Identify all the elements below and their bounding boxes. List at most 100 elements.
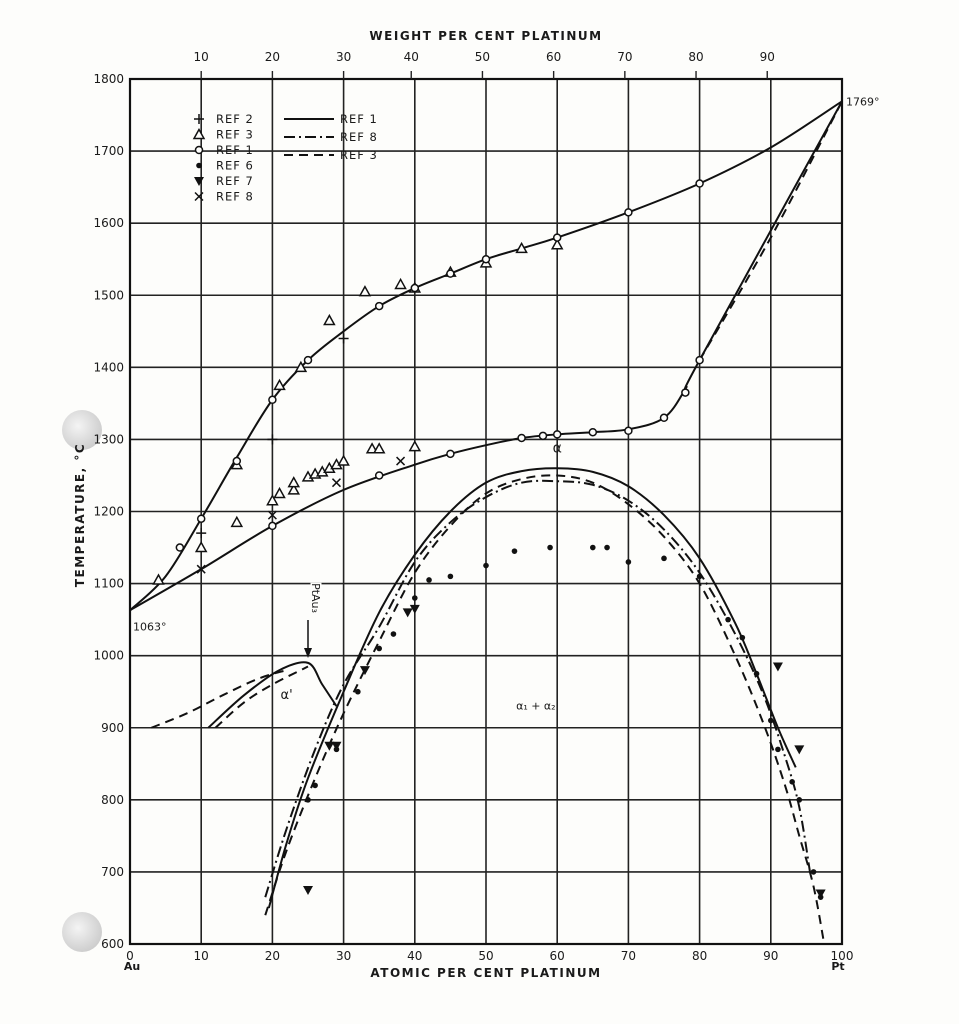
curve-miscibility-gap-ref3 <box>264 474 826 945</box>
data-point-ref-6 <box>590 544 596 551</box>
y-tick-label: 1000 <box>93 649 124 663</box>
data-point-ref-6 <box>312 782 318 789</box>
annotation-layer: 1769° 1063° PtAu₃ α α' α₁ + α₂ <box>132 95 880 712</box>
data-point-ref-6 <box>661 555 667 562</box>
data-point-ref-1 <box>538 431 548 441</box>
y-tick-label: 600 <box>101 937 124 951</box>
legend-marker <box>192 127 206 140</box>
y-tick-label: 1100 <box>93 577 124 591</box>
data-point-ref-7 <box>303 885 313 895</box>
annotation-au-melting-point: 1063° <box>133 620 167 633</box>
annotation-alpha: α <box>553 440 562 456</box>
y-tick-label: 1300 <box>93 432 124 446</box>
plot-frame <box>128 77 844 946</box>
data-point-ref-6 <box>376 645 383 652</box>
data-point-ref-1 <box>268 395 277 405</box>
data-point-ref-6 <box>739 634 746 641</box>
data-point-ref-6 <box>390 631 397 637</box>
x-tick-label: 0 <box>126 949 134 963</box>
data-point-ref-6 <box>511 548 518 554</box>
data-point-ref-6 <box>355 688 361 695</box>
y-tick-label: 1700 <box>93 144 124 158</box>
y-tick-label: 900 <box>101 721 124 735</box>
data-point-ref-3 <box>408 440 422 452</box>
top-axis-tick-label: 10 <box>194 50 209 64</box>
x-tick-label: 90 <box>763 949 778 963</box>
data-point-ref-6 <box>796 797 803 803</box>
legend-marker <box>194 177 204 186</box>
x-axis-label: ATOMIC PER CENT PLATINUM <box>370 966 601 980</box>
top-axis-tick-label: 70 <box>617 50 632 64</box>
x-tick-label: 70 <box>621 949 636 963</box>
data-point-ref-1 <box>410 283 420 293</box>
legend-label: REF 1 <box>340 112 378 126</box>
data-point-ref-8 <box>267 510 277 520</box>
top-axis-tick-label: 60 <box>546 50 561 64</box>
data-point-ref-3 <box>266 494 279 506</box>
data-point-ref-1 <box>681 388 690 397</box>
legend-label: REF 2 <box>216 112 254 126</box>
data-point-ref-1 <box>695 355 704 365</box>
data-point-ref-7 <box>772 662 783 672</box>
data-point-ref-3 <box>273 378 286 391</box>
legend-label: REF 8 <box>340 130 378 144</box>
x-tick-label: 50 <box>478 949 493 963</box>
x-tick-label: 20 <box>265 949 280 963</box>
data-point-ref-1 <box>481 254 491 264</box>
data-point-ref-2 <box>267 434 278 445</box>
data-point-ref-1 <box>624 426 633 436</box>
legend-marker <box>194 191 204 202</box>
top-axis-tick-label: 30 <box>336 50 351 64</box>
top-axis-tick-label: 90 <box>760 50 775 64</box>
data-point-ref-7 <box>359 666 370 676</box>
legend-label: REF 6 <box>216 159 254 173</box>
y-tick-label: 700 <box>101 865 124 879</box>
y-tick-label: 800 <box>101 793 124 807</box>
data-point-ref-6 <box>775 746 781 753</box>
data-point-ref-1 <box>232 456 242 466</box>
curve-alpha-prime-dashed <box>150 669 287 729</box>
data-point-ref-8 <box>196 564 206 574</box>
data-point-ref-6 <box>412 595 418 601</box>
data-point-ref-6 <box>604 544 610 551</box>
data-point-ref-3 <box>358 285 372 297</box>
y-tick-label: 1800 <box>93 72 124 86</box>
curve-alpha-prime-dashed-2 <box>214 665 309 729</box>
data-point-ref-3 <box>394 277 407 290</box>
data-point-ref-1 <box>196 514 206 523</box>
y-axis-label: TEMPERATURE, °C <box>73 443 87 587</box>
x-tick-label: 10 <box>194 949 209 963</box>
legend-label: REF 3 <box>216 128 254 142</box>
curve-solidus-high-pt <box>698 100 843 361</box>
data-point-ref-1 <box>175 543 185 552</box>
data-point-ref-6 <box>696 573 703 580</box>
data-point-ref-3 <box>287 476 301 488</box>
data-point-ref-8 <box>331 478 342 488</box>
curve-miscibility-gap-ref8 <box>264 479 811 898</box>
y-tick-label: 1500 <box>93 288 124 302</box>
data-point-ref-3 <box>550 238 564 250</box>
x-tick-label: 100 <box>831 949 854 963</box>
data-point-ref-6 <box>810 869 817 875</box>
data-point-ref-3 <box>365 442 379 454</box>
data-point-ref-8 <box>396 456 406 466</box>
data-point-ref-3 <box>230 515 244 528</box>
data-point-ref-6 <box>768 717 774 724</box>
data-point-ref-3 <box>372 442 386 454</box>
data-point-ref-1 <box>446 449 455 459</box>
top-axis-tick-label: 20 <box>265 50 280 64</box>
data-point-ref-1 <box>659 413 669 423</box>
curve-alpha-prime-solid <box>207 661 338 729</box>
data-point-ref-3 <box>152 573 165 585</box>
legend-label: REF 8 <box>216 190 254 204</box>
data-point-ref-6 <box>625 559 632 565</box>
tick-layer: 0 10 20 30 40 50 60 70 80 90 100 600 700 800 900 1000 11… <box>93 50 853 963</box>
data-point-ref-3 <box>194 540 208 553</box>
annotation-ptau3: PtAu₃ <box>309 583 322 613</box>
data-point-ref-1 <box>624 208 633 217</box>
data-point-ref-1 <box>303 355 313 365</box>
curve-miscibility-gap-ref1 <box>267 467 797 909</box>
x-tick-label: 60 <box>550 949 565 963</box>
